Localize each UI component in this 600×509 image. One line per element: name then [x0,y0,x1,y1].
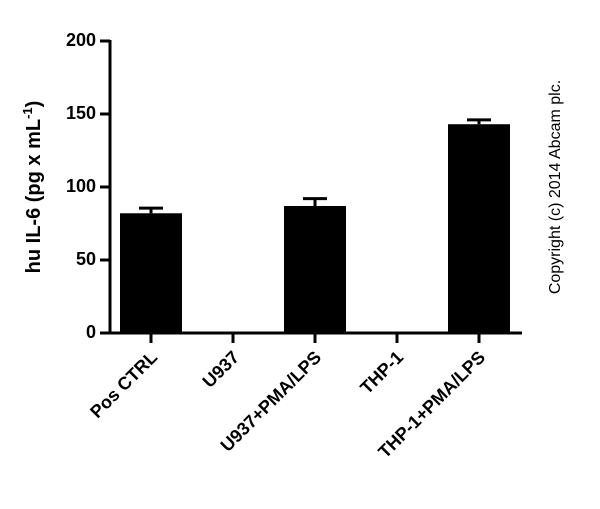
bar [120,213,182,333]
bar [202,331,264,334]
error-bar [139,206,163,214]
y-tick-label: 150 [66,103,96,123]
x-tick-label: U937 [199,347,244,392]
bar [366,331,428,334]
x-tick-label: Pos CTRL [86,347,161,422]
y-tick-label: 50 [76,249,96,269]
error-bar [467,118,491,125]
y-label-superscript: -1 [20,107,35,119]
copyright: Copyright (c) 2014 Abcam plc. [547,80,564,294]
y-label-text: hu IL-6 (pg x mL [23,119,45,273]
error-bar [303,197,327,206]
y-tick-label: 100 [66,176,96,196]
y-tick-label: 0 [86,322,96,342]
bar [448,124,510,333]
y-axis-label: hu IL-6 (pg x mL-1) [20,101,45,274]
bar [284,205,346,333]
x-tick-label: THP-1 [356,347,407,398]
y-label-suffix: ) [23,101,45,108]
y-tick-label: 200 [66,30,96,50]
